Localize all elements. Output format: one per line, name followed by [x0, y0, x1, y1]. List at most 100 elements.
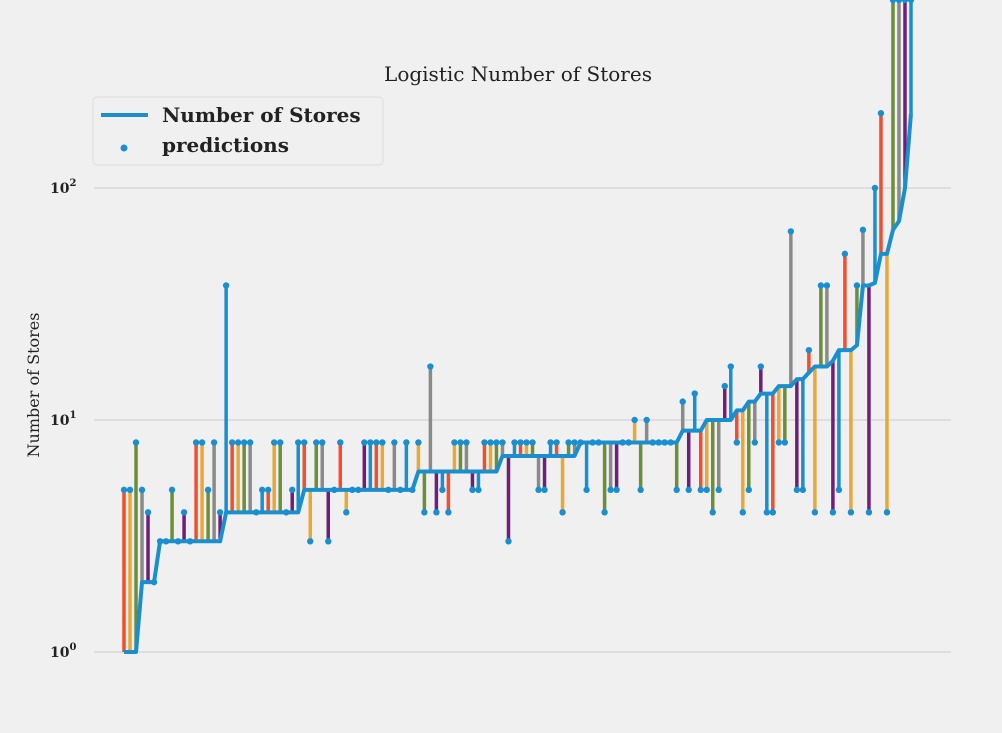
prediction-point	[192, 439, 200, 446]
prediction-point	[691, 390, 698, 397]
prediction-point	[733, 439, 740, 446]
prediction-point	[421, 509, 428, 516]
prediction-point	[601, 509, 608, 516]
prediction-point	[571, 439, 578, 446]
prediction-point	[475, 486, 482, 494]
prediction-point	[883, 509, 891, 516]
prediction-point	[289, 486, 296, 494]
prediction-point	[745, 486, 752, 494]
prediction-point	[283, 509, 290, 516]
prediction-point	[210, 439, 218, 446]
prediction-point	[355, 486, 362, 494]
prediction-point	[216, 509, 224, 516]
prediction-point	[409, 486, 416, 494]
prediction-point	[799, 486, 807, 494]
prediction-point	[901, 0, 909, 4]
prediction-point	[433, 509, 440, 516]
prediction-point	[685, 486, 692, 494]
prediction-point	[156, 538, 164, 545]
prediction-point	[889, 0, 897, 4]
prediction-point	[343, 509, 350, 516]
prediction-point	[619, 439, 626, 446]
prediction-point	[589, 439, 596, 446]
prediction-point	[264, 486, 272, 494]
prediction-point	[769, 509, 777, 516]
prediction-point	[331, 486, 338, 494]
prediction-point	[751, 439, 759, 446]
prediction-point	[739, 509, 746, 516]
prediction-point	[781, 439, 789, 446]
prediction-point	[787, 228, 795, 235]
prediction-point	[811, 509, 819, 516]
prediction-point	[252, 509, 260, 516]
prediction-point	[307, 538, 314, 545]
prediction-point	[673, 486, 680, 494]
prediction-point	[270, 439, 278, 446]
grid-layer	[94, 187, 951, 653]
prediction-point	[697, 486, 704, 494]
prediction-point	[703, 486, 710, 494]
y-tick-label: 101	[50, 410, 76, 429]
prediction-point	[415, 439, 422, 446]
prediction-point	[823, 282, 831, 289]
legend-point-swatch	[120, 144, 128, 152]
prediction-point	[511, 439, 518, 446]
prediction-point	[451, 439, 458, 446]
prediction-point	[577, 439, 584, 446]
legend-label-predictions: predictions	[162, 133, 289, 157]
prediction-point	[379, 439, 386, 446]
prediction-point	[721, 382, 728, 390]
prediction-point	[234, 439, 242, 446]
prediction-point	[859, 226, 867, 234]
prediction-point	[637, 486, 644, 494]
prediction-point	[198, 439, 206, 446]
prediction-point	[817, 282, 825, 289]
prediction-point	[481, 439, 488, 446]
prediction-point	[204, 486, 212, 494]
prediction-point	[907, 0, 915, 4]
prediction-point	[228, 439, 236, 446]
prediction-point	[547, 439, 554, 446]
prediction-point	[174, 538, 182, 545]
prediction-point	[877, 110, 885, 117]
prediction-point	[349, 486, 356, 494]
prediction-point	[757, 363, 765, 370]
prediction-point	[439, 486, 446, 494]
prediction-point	[487, 439, 494, 446]
prediction-point	[457, 439, 464, 446]
prediction-point	[553, 439, 560, 446]
prediction-point	[258, 486, 266, 494]
prediction-point	[397, 486, 404, 494]
prediction-point	[649, 439, 656, 446]
prediction-point	[361, 439, 368, 446]
prediction-point	[541, 486, 548, 494]
prediction-point	[667, 439, 674, 446]
prediction-point	[138, 486, 146, 494]
prediction-point	[120, 486, 128, 494]
prediction-point	[168, 486, 176, 494]
prediction-point	[559, 509, 566, 516]
prediction-point	[607, 486, 614, 494]
prediction-point	[403, 439, 410, 446]
prediction-point	[523, 439, 530, 446]
prediction-point	[763, 509, 771, 516]
prediction-point	[643, 416, 650, 424]
prediction-point	[295, 439, 302, 446]
prediction-points	[120, 0, 915, 586]
prediction-point	[367, 439, 374, 446]
prediction-point	[505, 538, 512, 545]
prediction-point	[240, 439, 248, 446]
prediction-point	[715, 486, 722, 494]
prediction-point	[865, 509, 873, 516]
prediction-point	[709, 509, 716, 516]
prediction-point	[529, 439, 536, 446]
prediction-point	[469, 486, 476, 494]
prediction-point	[313, 439, 320, 446]
y-tick-labels: 100 101 102	[50, 178, 76, 661]
prediction-point	[276, 439, 284, 446]
chart-title: Logistic Number of Stores	[384, 62, 652, 86]
y-tick-label: 100	[50, 642, 76, 661]
y-axis-label: Number of Stores	[24, 313, 43, 458]
